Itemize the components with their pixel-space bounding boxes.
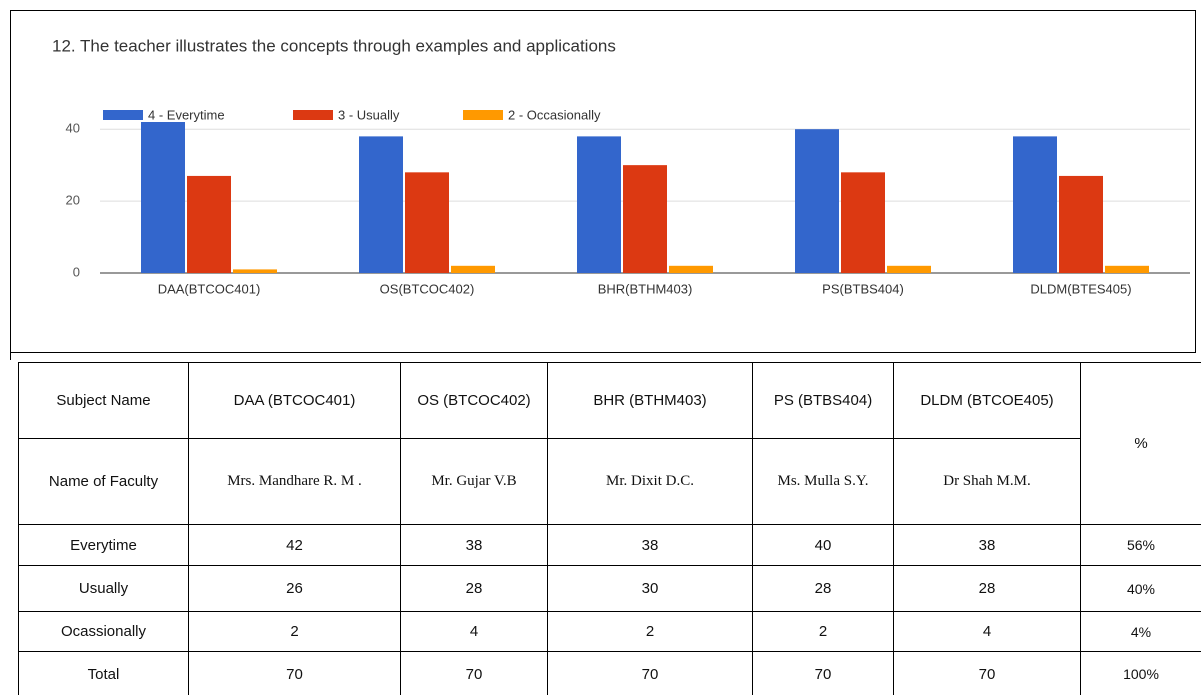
bar — [841, 172, 885, 273]
table-cell: Subject Name — [18, 362, 189, 439]
table-cell: 2 — [547, 611, 753, 652]
y-tick-label: 40 — [66, 121, 80, 136]
table-cell: 38 — [400, 524, 548, 566]
table-cell: 38 — [547, 524, 753, 566]
table-cell: Ocassionally — [18, 611, 189, 652]
table-cell: 70 — [547, 651, 753, 695]
table-cell: OS (BTCOC402) — [400, 362, 548, 439]
table-cell: Usually — [18, 565, 189, 612]
bar — [795, 129, 839, 273]
table-row: Name of Faculty Mrs. Mandhare R. M . Mr. G… — [18, 438, 1201, 525]
table-cell: DAA (BTCOC401) — [188, 362, 401, 439]
data-table: Subject Name DAA (BTCOC401) OS (BTCOC402) B… — [18, 362, 1201, 695]
table-cell: 4% — [1080, 611, 1201, 652]
bar — [233, 269, 277, 273]
bar — [451, 265, 495, 273]
x-tick-label: OS(BTCOC402) — [380, 281, 475, 296]
table-cell: 28 — [400, 565, 548, 612]
table-cell: 42 — [188, 524, 401, 566]
legend-label: 2 - Occasionally — [508, 107, 601, 122]
table-cell: 4 — [893, 611, 1081, 652]
x-tick-label: BHR(BTHM403) — [598, 281, 693, 296]
x-tick-label: PS(BTBS404) — [822, 281, 904, 296]
x-tick-label: DAA(BTCOC401) — [158, 281, 261, 296]
legend-swatch — [293, 110, 333, 120]
table-row: Total 70 70 70 70 70 100% — [18, 651, 1201, 695]
table-cell: Total — [18, 651, 189, 695]
table-cell: 70 — [400, 651, 548, 695]
table-cell: 2 — [752, 611, 894, 652]
table-row: Usually 26 28 30 28 28 40% — [18, 565, 1201, 612]
bar — [359, 136, 403, 273]
bar — [623, 165, 667, 273]
table-cell: Name of Faculty — [18, 438, 189, 525]
legend-label: 3 - Usually — [338, 107, 400, 122]
bar — [405, 172, 449, 273]
table-cell: 70 — [752, 651, 894, 695]
bar — [141, 122, 185, 273]
table-cell: Dr Shah M.M. — [893, 438, 1081, 525]
table-cell: % — [1080, 362, 1201, 525]
bar — [669, 265, 713, 273]
table-cell: Ms. Mulla S.Y. — [752, 438, 894, 525]
table-cell: PS (BTBS404) — [752, 362, 894, 439]
table-cell: 38 — [893, 524, 1081, 566]
table-cell: 28 — [893, 565, 1081, 612]
table-cell: 40 — [752, 524, 894, 566]
table-cell: 100% — [1080, 651, 1201, 695]
chart-title: 12. The teacher illustrates the concepts… — [52, 36, 616, 55]
bar — [577, 136, 621, 273]
table-cell: 28 — [752, 565, 894, 612]
table-cell: BHR (BTHM403) — [547, 362, 753, 439]
chart: 12. The teacher illustrates the concepts… — [10, 10, 1196, 360]
table-cell: 56% — [1080, 524, 1201, 566]
table-cell: Mr. Gujar V.B — [400, 438, 548, 525]
legend-label: 4 - Everytime — [148, 107, 225, 122]
table-row: Ocassionally 2 4 2 2 4 4% — [18, 611, 1201, 652]
table-cell: Everytime — [18, 524, 189, 566]
bar — [187, 175, 231, 273]
legend-swatch — [103, 110, 143, 120]
table-cell: 70 — [893, 651, 1081, 695]
table-row: Subject Name DAA (BTCOC401) OS (BTCOC402) B… — [18, 362, 1201, 525]
table-cell: DLDM (BTCOE405) — [893, 362, 1081, 439]
table-cell: 30 — [547, 565, 753, 612]
chart-border — [10, 10, 1196, 353]
bar — [1105, 265, 1149, 273]
table-cell: Mr. Dixit D.C. — [547, 438, 753, 525]
table-cell: 4 — [400, 611, 548, 652]
table-cell: 40% — [1080, 565, 1201, 612]
bar — [887, 265, 931, 273]
y-tick-label: 20 — [66, 193, 80, 208]
y-tick-label: 0 — [73, 264, 80, 279]
table-cell: 70 — [188, 651, 401, 695]
table-cell: Mrs. Mandhare R. M . — [188, 438, 401, 525]
legend-swatch — [463, 110, 503, 120]
table-cell: 2 — [188, 611, 401, 652]
bar — [1059, 175, 1103, 273]
bar — [1013, 136, 1057, 273]
x-tick-label: DLDM(BTES405) — [1030, 281, 1131, 296]
table-cell: 26 — [188, 565, 401, 612]
table-row: Everytime 42 38 38 40 38 56% — [18, 524, 1201, 566]
